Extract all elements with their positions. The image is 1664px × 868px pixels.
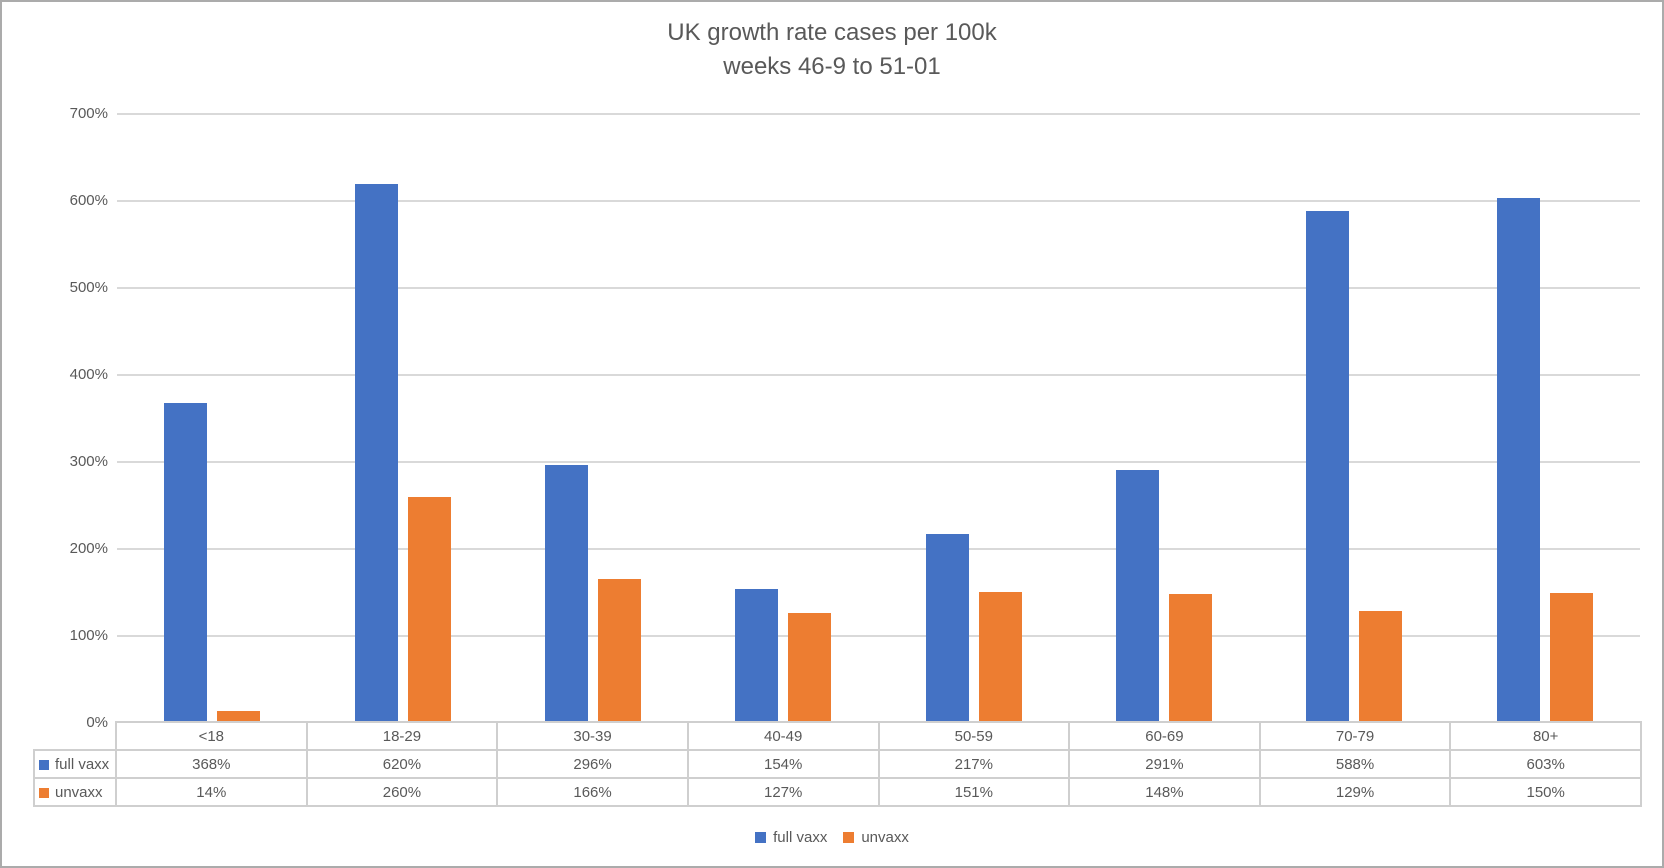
bar-unvaxx-40-49 — [788, 612, 832, 723]
bar-full-vaxx-70-79 — [1306, 211, 1350, 723]
bar-full-vaxx-18 — [164, 402, 208, 723]
bar-full-vaxx-60-69 — [1116, 469, 1160, 723]
series-swatch-unvaxx — [39, 787, 49, 798]
value-cell-unvaxx-18-29: 260% — [305, 777, 499, 807]
y-axis-tick-label: 700% — [69, 105, 108, 122]
data-table-stub-cell — [34, 722, 116, 750]
series-label-cell-full-vaxx: full vaxx — [33, 749, 117, 779]
bar-full-vaxx-80 — [1496, 198, 1540, 723]
legend-item-unvaxx: unvaxx — [843, 829, 909, 846]
legend-swatch-full-vaxx — [755, 832, 767, 843]
legend-item-full-vaxx: full vaxx — [755, 829, 827, 846]
category-header-cell-50-59: 50-59 — [877, 721, 1071, 751]
value-cell-full-vaxx-30-39: 296% — [496, 749, 689, 779]
legend-label-unvaxx: unvaxx — [861, 829, 909, 846]
value-cell-full-vaxx-50-59: 217% — [877, 749, 1071, 779]
value-cell-full-vaxx-40-49: 154% — [686, 749, 880, 779]
data-table-row-full-vaxx: full vaxx 368% 620% 296% 154% 217% 291% 588% 603… — [33, 749, 1642, 779]
legend-swatch-unvaxx — [843, 832, 855, 843]
y-axis-tick-label: 300% — [69, 453, 108, 470]
gridline-300 — [117, 461, 1640, 463]
bar-unvaxx-60-69 — [1169, 594, 1213, 723]
gridline-400 — [117, 374, 1640, 376]
series-label-cell-unvaxx: unvaxx — [33, 777, 117, 807]
y-axis-tick-label: 0% — [86, 714, 108, 731]
y-axis-labels: 0% 100% 200% 300% 400% 500% 600% 700% — [2, 105, 108, 731]
series-swatch-full-vaxx — [39, 759, 49, 770]
category-header-cell-18: <18 — [115, 721, 308, 751]
bar-full-vaxx-50-59 — [925, 534, 969, 723]
gridline-700 — [117, 113, 1640, 115]
gridline-500 — [117, 287, 1640, 289]
y-axis-tick-label: 400% — [69, 366, 108, 383]
y-axis-tick-label: 600% — [69, 192, 108, 209]
value-cell-full-vaxx-80: 603% — [1449, 749, 1642, 779]
value-cell-full-vaxx-70-79: 588% — [1258, 749, 1452, 779]
chart-legend: full vaxx unvaxx — [2, 829, 1662, 846]
gridline-100 — [117, 635, 1640, 637]
value-cell-unvaxx-30-39: 166% — [496, 777, 689, 807]
gridline-600 — [117, 200, 1640, 202]
y-axis-tick-label: 100% — [69, 627, 108, 644]
bar-full-vaxx-18-29 — [354, 183, 398, 723]
value-cell-unvaxx-70-79: 129% — [1258, 777, 1452, 807]
gridline-200 — [117, 548, 1640, 550]
data-table-row-unvaxx: unvaxx 14% 260% 166% 127% 151% 148% 129% 150% — [33, 777, 1642, 807]
chart-title-line1: UK growth rate cases per 100k — [667, 19, 997, 46]
category-header-cell-60-69: 60-69 — [1068, 721, 1261, 751]
value-cell-unvaxx-40-49: 127% — [686, 777, 880, 807]
value-cell-unvaxx-80: 150% — [1449, 777, 1642, 807]
value-cell-unvaxx-50-59: 151% — [877, 777, 1071, 807]
bar-unvaxx-70-79 — [1359, 610, 1403, 723]
data-table-header-row: <18 18-29 30-39 40-49 50-59 60-69 70-79 80+ — [34, 721, 1642, 751]
category-header-cell-70-79: 70-79 — [1258, 721, 1452, 751]
bar-unvaxx-18-29 — [407, 496, 451, 723]
y-axis-tick-label: 500% — [69, 279, 108, 296]
category-header-cell-40-49: 40-49 — [686, 721, 880, 751]
plot-area — [117, 113, 1640, 723]
bar-unvaxx-18 — [217, 710, 261, 723]
value-cell-full-vaxx-60-69: 291% — [1068, 749, 1261, 779]
category-header-cell-80: 80+ — [1449, 721, 1642, 751]
value-cell-full-vaxx-18-29: 620% — [305, 749, 499, 779]
bar-full-vaxx-40-49 — [735, 589, 779, 723]
bar-unvaxx-50-59 — [978, 591, 1022, 723]
data-table: <18 18-29 30-39 40-49 50-59 60-69 70-79 80+ full… — [33, 721, 1642, 807]
value-cell-unvaxx-60-69: 148% — [1068, 777, 1261, 807]
bar-unvaxx-80 — [1549, 592, 1593, 723]
y-axis-tick-label: 200% — [69, 540, 108, 557]
legend-label-full-vaxx: full vaxx — [773, 829, 828, 846]
value-cell-unvaxx-18: 14% — [115, 777, 308, 807]
chart-title: UK growth rate cases per 100k weeks 46-9… — [2, 16, 1662, 84]
bar-full-vaxx-30-39 — [544, 465, 588, 723]
bar-unvaxx-30-39 — [597, 578, 641, 723]
category-header-cell-30-39: 30-39 — [496, 721, 689, 751]
category-header-cell-18-29: 18-29 — [305, 721, 499, 751]
value-cell-full-vaxx-18: 368% — [115, 749, 308, 779]
chart-title-line2: weeks 46-9 to 51-01 — [723, 53, 941, 80]
